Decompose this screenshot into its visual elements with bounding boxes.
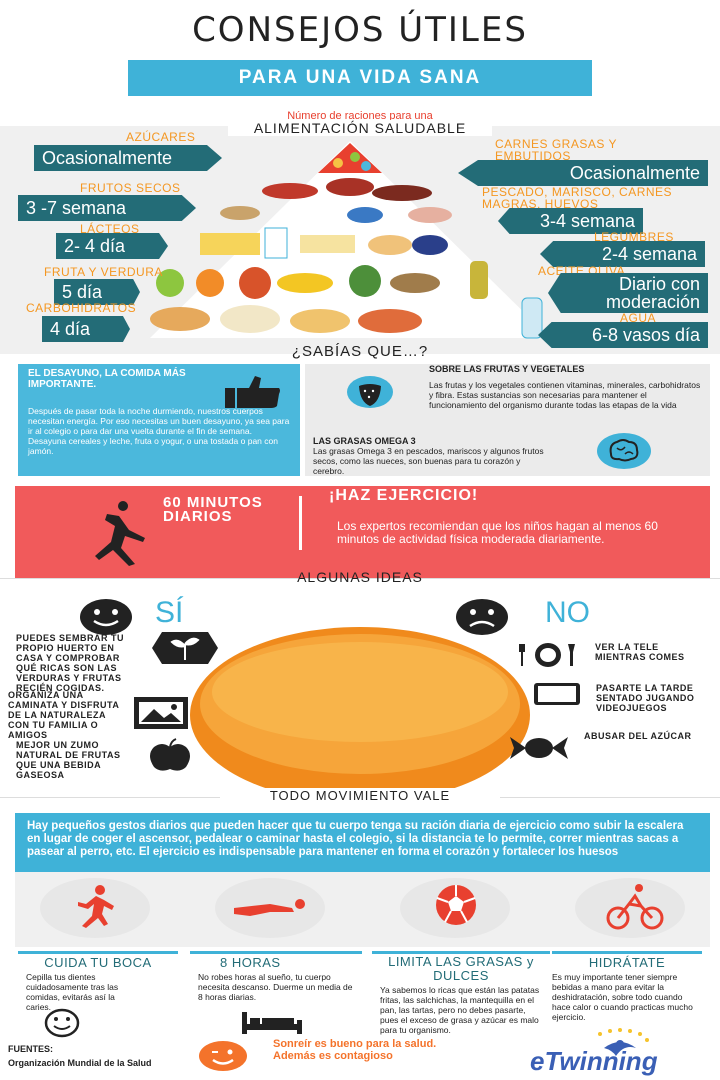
- soccer-ball-icon: [436, 885, 476, 925]
- breakfast-box: EL DESAYUNO, LA COMIDA MÁS IMPORTANTE. D…: [18, 364, 300, 476]
- smile-message: Sonreír es bueno para la salud. Además e…: [273, 1038, 437, 1062]
- no-idea-tv: VER LA TELE MIENTRAS COMES: [595, 642, 685, 662]
- tip-mouth-title: CUIDA TU BOCA: [44, 955, 152, 970]
- tip-mouth: CUIDA TU BOCA Cepilla tus dientes cuidad…: [18, 951, 178, 1038]
- bowl-illustration: [190, 627, 530, 803]
- strawberry-icon: [347, 376, 393, 408]
- tip-fats-title: LIMITA LAS GRASAS y DULCES: [388, 954, 534, 983]
- exercise-title: ¡HAZ EJERCICIO!: [329, 487, 479, 504]
- swimming-icon: [234, 899, 305, 916]
- yes-idea-garden: PUEDES SEMBRAR TU PROPIO HUERTO EN CASA …: [16, 633, 125, 693]
- runner-silhouette-icon: [95, 501, 145, 566]
- cat-label-right-3: LEGUMBRES: [594, 230, 674, 244]
- pyramid-title: ALIMENTACIÓN SALUDABLE: [228, 120, 492, 136]
- sources-label: FUENTES:: [8, 1044, 53, 1054]
- sprout-icon: [152, 632, 218, 664]
- ideas-divider: [0, 578, 720, 579]
- tip-sleep-text: No robes horas al sueño, tu cuerpo neces…: [198, 972, 353, 1002]
- tag-right-2: 3-4 semana: [498, 208, 643, 234]
- cat-label-left-2: FRUTOS SECOS: [80, 181, 181, 195]
- happy-face-icon: [80, 599, 132, 635]
- tag-left-3: 2- 4 día: [56, 233, 168, 259]
- sources-who: Organización Mundial de la Salud: [8, 1058, 152, 1068]
- movement-text-box: Hay pequeños gestos diarios que pueden h…: [15, 813, 710, 878]
- cat-label-left-5: CARBOHIDRATOS: [26, 301, 137, 315]
- cat-label-left-4: FRUTA Y VERDURA: [44, 265, 163, 279]
- plate-cutlery-icon: [519, 643, 575, 667]
- cycling-icon: [606, 884, 664, 930]
- thumbs-up-icon: [225, 376, 280, 408]
- cat-label-right-5: AGUA: [620, 311, 657, 325]
- apple-icon: [150, 738, 190, 771]
- yes-label: SÍ: [155, 596, 184, 629]
- candy-icon: [510, 737, 568, 759]
- tablet-icon: [534, 683, 580, 705]
- cat-label-right-2: PESCADO, MARISCO, CARNES MAGRAS, HUEVOS: [482, 185, 673, 211]
- sixty-minutes-label: 60 MINUTOS DIARIOS: [163, 494, 263, 525]
- tip-hydrate-text: Es muy importante tener siempre bebidas …: [552, 972, 693, 1022]
- food-pyramid-illustration: [150, 141, 550, 339]
- main-title: CONSEJOS ÚTILES: [192, 10, 528, 50]
- ideas-title: ALGUNAS IDEAS: [297, 569, 423, 585]
- no-label: NO: [545, 596, 590, 629]
- pyramid-caption: Número de raciones para una: [287, 110, 433, 122]
- breakfast-text: Después de pasar toda la noche durmiendo…: [28, 406, 290, 456]
- movement-title: TODO MOVIMIENTO VALE: [220, 788, 500, 803]
- exercise-banner: 60 MINUTOS DIARIOS ¡HAZ EJERCICIO! Los e…: [15, 486, 710, 578]
- sad-face-icon: [456, 599, 508, 635]
- omega-text: Las grasas Omega 3 en pescados, mariscos…: [313, 446, 544, 476]
- tip-fats: LIMITA LAS GRASAS y DULCES Ya sabemos lo…: [372, 951, 550, 1037]
- tag-left-2: 3 -7 semana: [18, 195, 196, 221]
- tip-sleep-title: 8 HORAS: [220, 955, 281, 970]
- yes-idea-walk: ORGANIZA UNA CAMINATA Y DISFRUTA DE LA N…: [8, 690, 119, 740]
- tag-left-1: Ocasionalmente: [34, 145, 222, 171]
- tip-hydrate-title: HIDRÁTATE: [588, 955, 666, 970]
- etwinning-logo: eTwinning: [530, 1028, 658, 1076]
- tip-sleep: 8 HORAS No robes horas al sueño, tu cuer…: [190, 951, 362, 1037]
- subtitle-bar: PARA UNA VIDA SANA: [128, 60, 592, 96]
- tag-right-5: 6-8 vasos día: [538, 322, 708, 348]
- fruits-text: Las frutas y los vegetales contienen vit…: [429, 380, 701, 410]
- winking-face-icon: [199, 1041, 247, 1071]
- tag-left-4: 5 día: [54, 279, 140, 305]
- tag-right-1: Ocasionalmente: [458, 160, 708, 186]
- no-idea-videogames: PASARTE LA TARDE SENTADO JUGANDO VIDEOJU…: [596, 683, 695, 713]
- did-you-know-title: ¿SABÍAS QUE…?: [291, 343, 429, 360]
- cat-label-left-3: LÁCTEOS: [80, 222, 140, 236]
- tip-fats-text: Ya sabemos lo ricas que están las patata…: [380, 985, 540, 1035]
- running-icon: [78, 885, 114, 928]
- tag-left-5: 4 día: [42, 316, 130, 342]
- facts-box: SOBRE LAS FRUTAS Y VEGETALES Las frutas …: [305, 364, 710, 476]
- tip-hydrate: HIDRÁTATE Es muy importante tener siempr…: [552, 951, 702, 1037]
- activity-circle-bike: [575, 878, 685, 938]
- omega-title: LAS GRASAS OMEGA 3: [313, 436, 416, 446]
- tip-mouth-text: Cepilla tus dientes cuidadosamente tras …: [26, 972, 119, 1012]
- brain-icon: [597, 433, 651, 469]
- fruits-title: SOBRE LAS FRUTAS Y VEGETALES: [429, 364, 585, 374]
- yes-idea-juice: MEJOR UN ZUMO NATURAL DE FRUTAS QUE UNA …: [16, 740, 121, 780]
- no-idea-sugar: ABUSAR DEL AZÚCAR: [584, 731, 692, 741]
- exercise-divider: [299, 496, 302, 550]
- tag-right-4: Diario con moderación: [548, 273, 708, 313]
- cat-label-left-1: AZÚCARES: [126, 130, 196, 144]
- tag-right-3: 2-4 semana: [540, 241, 705, 267]
- landscape-photo-icon: [134, 697, 188, 729]
- etwinning-logo-text: eTwinning: [530, 1046, 658, 1076]
- smile-face-icon: [44, 1008, 80, 1038]
- exercise-text: Los expertos recomiendan que los niños h…: [337, 519, 658, 546]
- breakfast-title: EL DESAYUNO, LA COMIDA MÁS IMPORTANTE.: [28, 368, 186, 390]
- cat-label-right-1: CARNES GRASAS Y EMBUTIDOS: [495, 137, 617, 163]
- bed-icon: [242, 1012, 302, 1034]
- activity-strip: [15, 872, 710, 947]
